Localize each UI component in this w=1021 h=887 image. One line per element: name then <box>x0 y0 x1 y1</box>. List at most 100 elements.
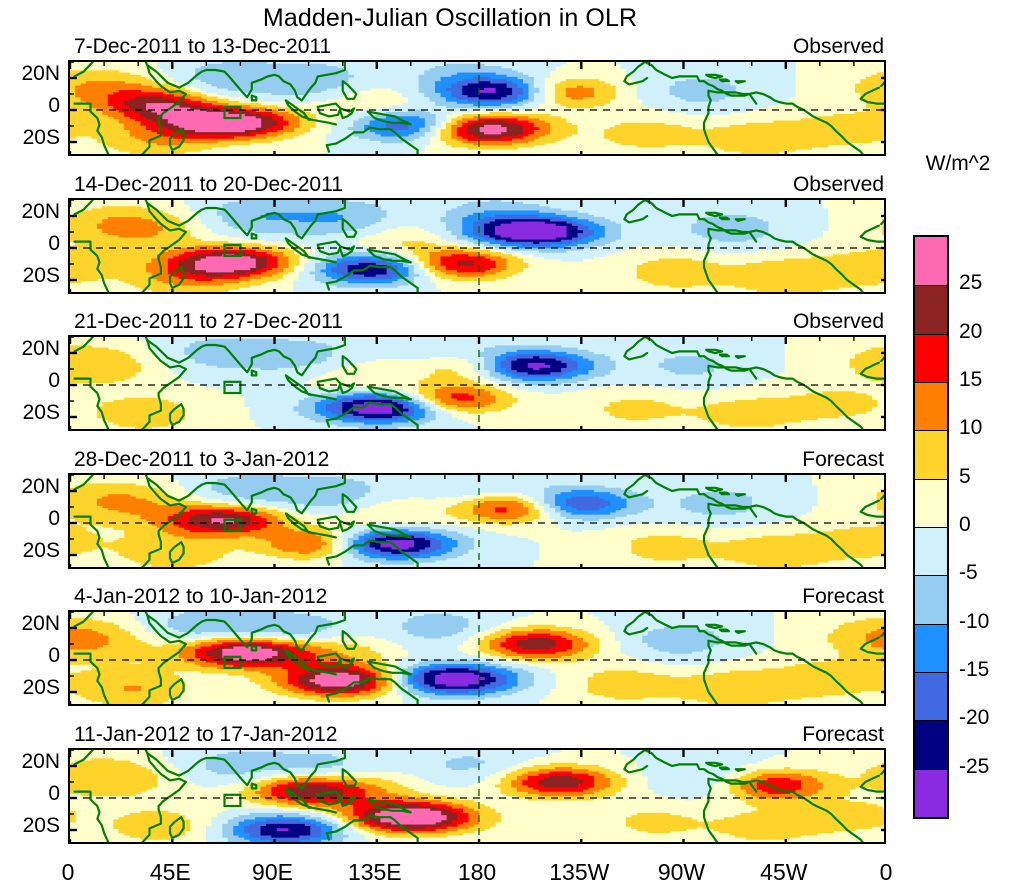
y-tick-label: 0 <box>48 231 60 255</box>
olr-anomaly-field <box>70 612 884 704</box>
colorbar-tick-label: 0 <box>959 513 971 536</box>
coastlines <box>73 199 884 292</box>
y-tick-label: 20N <box>21 612 60 635</box>
panel-date-range: 11-Jan-2012 to 17-Jan-2012 <box>74 722 338 746</box>
colorbar-band <box>915 478 947 527</box>
panel-kind-label: Forecast <box>802 585 884 608</box>
colorbar-tick-label: -20 <box>959 706 990 730</box>
axis-ticks <box>70 474 884 567</box>
panel-4: 28-Dec-2011 to 3-Jan-2012 Forecast <box>68 448 886 569</box>
x-tick-label: 0 <box>879 859 893 885</box>
reference-lines <box>70 749 884 842</box>
panel-kind-label: Forecast <box>802 722 884 746</box>
y-tick-label: 20N <box>21 749 60 773</box>
panel-map-frame <box>68 610 886 706</box>
panel-kind-label: Observed <box>792 35 884 58</box>
colorbar-tick-label: -15 <box>959 658 990 681</box>
x-tick-label: 180 <box>457 859 497 885</box>
colorbar-units-label: W/m^2 <box>925 152 991 175</box>
panel-2: 14-Dec-2011 to 20-Dec-2011 Observed <box>68 173 886 294</box>
x-tick-label: 45W <box>760 859 808 885</box>
olr-anomaly-field <box>70 199 884 292</box>
x-tick-label: 90E <box>252 859 293 885</box>
panel-6: 11-Jan-2012 to 17-Jan-2012 Forecast <box>68 723 886 844</box>
olr-anomaly-field <box>70 62 884 154</box>
colorbar-tick-labels: 25 20 15 10 5 0 -5 -10 -15 -20 -25 <box>953 235 1021 819</box>
axis-ticks <box>70 749 884 842</box>
y-tick-label: 20N <box>21 337 60 360</box>
colorbar-band <box>915 720 947 769</box>
reference-lines <box>70 337 884 429</box>
y-tick-label: 20S <box>22 401 60 424</box>
colorbar-tick-label: -25 <box>959 754 990 778</box>
y-tick-label: 0 <box>48 506 60 530</box>
colorbar-band <box>915 623 947 672</box>
panel-map-frame <box>68 335 886 431</box>
x-tick-label: 135W <box>549 859 610 885</box>
y-tick-label: 0 <box>48 94 60 117</box>
reference-lines <box>70 474 884 567</box>
coastlines <box>73 612 884 704</box>
colorbar-band <box>915 526 947 576</box>
panel-date-range: 21-Dec-2011 to 27-Dec-2011 <box>74 310 343 333</box>
colorbar-tick-label: 5 <box>959 464 971 488</box>
colorbar-band <box>915 381 947 431</box>
y-tick-label: 20S <box>22 813 60 837</box>
panel-map-frame <box>68 60 886 156</box>
coastlines <box>73 749 884 842</box>
colorbar-band <box>915 768 947 817</box>
colorbar-tick-label: -10 <box>959 609 990 633</box>
reference-lines <box>70 199 884 292</box>
colorbar-band <box>915 430 947 479</box>
panel-1: 7-Dec-2011 to 13-Dec-2011 Observed <box>68 35 886 156</box>
x-tick-label: 0 <box>61 859 75 885</box>
y-tick-label: 0 <box>48 369 60 392</box>
colorbar-tick-label: 10 <box>959 416 983 440</box>
y-tick-label: 20S <box>22 538 60 562</box>
coastlines <box>73 62 884 154</box>
colorbar-band <box>915 333 947 382</box>
panel-map-frame <box>68 747 886 844</box>
x-tick-label: 45E <box>149 859 191 885</box>
x-axis: 0 45E 90E 135E 180 135W 90W 45W 0 <box>62 857 893 887</box>
coastlines <box>73 474 884 567</box>
colorbar-tick-label: -5 <box>959 561 978 585</box>
y-tick-label: 0 <box>48 781 60 805</box>
coastlines <box>73 337 884 429</box>
colorbar-tick-label: 25 <box>959 271 983 295</box>
colorbar <box>913 235 949 819</box>
colorbar-band <box>915 575 947 624</box>
olr-anomaly-field <box>70 474 884 567</box>
panel-kind-label: Forecast <box>802 447 884 471</box>
y-tick-label: 20S <box>22 263 60 287</box>
panel-3: 21-Dec-2011 to 27-Dec-2011 Observed <box>68 310 886 431</box>
axis-ticks <box>70 612 884 704</box>
panel-date-range: 14-Dec-2011 to 20-Dec-2011 <box>74 172 343 196</box>
panel-5: 4-Jan-2012 to 10-Jan-2012 Forecast <box>68 585 886 706</box>
y-tick-label: 20N <box>21 199 60 223</box>
x-tick-label: 90W <box>657 859 706 885</box>
panel-map-frame <box>68 472 886 569</box>
colorbar-band <box>915 237 947 286</box>
colorbar-tick-label: 20 <box>959 319 983 343</box>
panel-date-range: 7-Dec-2011 to 13-Dec-2011 <box>74 35 332 58</box>
panel-kind-label: Observed <box>792 172 884 196</box>
reference-lines <box>70 62 884 154</box>
panel-date-range: 4-Jan-2012 to 10-Jan-2012 <box>74 585 328 608</box>
olr-anomaly-field <box>70 337 884 429</box>
colorbar-band <box>915 285 947 334</box>
page-title: Madden-Julian Oscillation in OLR <box>262 4 638 32</box>
panel-kind-label: Observed <box>792 310 884 333</box>
panel-map-frame <box>68 197 886 294</box>
x-tick-label: 135E <box>347 859 402 885</box>
y-tick-label: 0 <box>48 644 60 667</box>
axis-ticks <box>70 337 884 429</box>
y-tick-label: 20N <box>21 474 60 498</box>
colorbar-tick-label: 15 <box>959 368 983 391</box>
panel-date-range: 28-Dec-2011 to 3-Jan-2012 <box>74 447 330 471</box>
y-tick-label: 20S <box>22 676 60 699</box>
reference-lines <box>70 612 884 704</box>
axis-ticks <box>70 62 884 154</box>
olr-anomaly-field <box>70 749 884 842</box>
